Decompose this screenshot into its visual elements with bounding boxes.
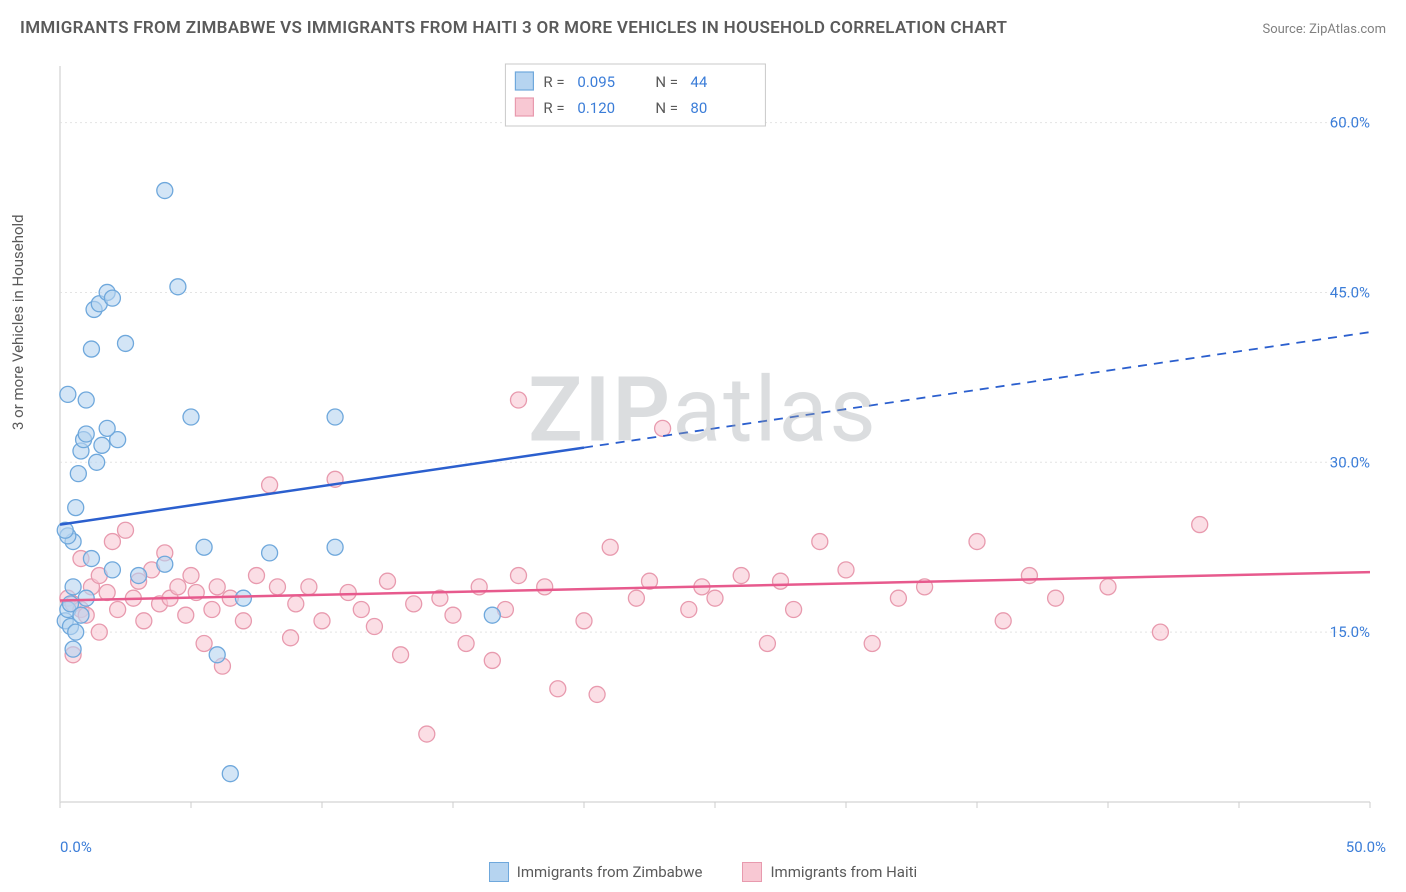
plot-area: 15.0% 30.0% 45.0% 60.0% R = 0.095 N = 44 R = 0.12… xyxy=(50,58,1380,838)
svg-text:R =: R = xyxy=(543,73,564,91)
source-attribution: Source: ZipAtlas.com xyxy=(1262,22,1386,37)
svg-text:60.0%: 60.0% xyxy=(1330,114,1370,132)
y-axis-label: 3 or more Vehicles in Household xyxy=(9,214,27,430)
svg-text:N =: N = xyxy=(655,73,678,91)
svg-text:15.0%: 15.0% xyxy=(1330,623,1370,641)
legend-label-zimbabwe: Immigrants from Zimbabwe xyxy=(517,863,703,881)
svg-text:0.095: 0.095 xyxy=(577,73,615,91)
svg-text:44: 44 xyxy=(690,73,707,91)
legend-swatch-haiti xyxy=(742,862,762,882)
legend-item-zimbabwe: Immigrants from Zimbabwe xyxy=(489,862,703,882)
chart-title: IMMIGRANTS FROM ZIMBABWE VS IMMIGRANTS F… xyxy=(20,18,1007,38)
legend-swatch-zimbabwe xyxy=(489,862,509,882)
chart-container: IMMIGRANTS FROM ZIMBABWE VS IMMIGRANTS F… xyxy=(0,0,1406,892)
legend-label-haiti: Immigrants from Haiti xyxy=(770,863,917,881)
bottom-legend: Immigrants from Zimbabwe Immigrants from… xyxy=(0,862,1406,882)
legend-item-haiti: Immigrants from Haiti xyxy=(742,862,917,882)
x-axis-max-label: 50.0% xyxy=(1346,838,1386,856)
svg-text:0.120: 0.120 xyxy=(577,99,615,117)
svg-text:N =: N = xyxy=(655,99,678,117)
svg-text:R =: R = xyxy=(543,99,564,117)
svg-text:80: 80 xyxy=(690,99,707,117)
svg-text:45.0%: 45.0% xyxy=(1330,283,1370,301)
svg-text:30.0%: 30.0% xyxy=(1330,453,1370,471)
x-axis-min-label: 0.0% xyxy=(60,838,92,856)
scatter-chart-svg: 15.0% 30.0% 45.0% 60.0% R = 0.095 N = 44 R = 0.12… xyxy=(50,58,1380,838)
